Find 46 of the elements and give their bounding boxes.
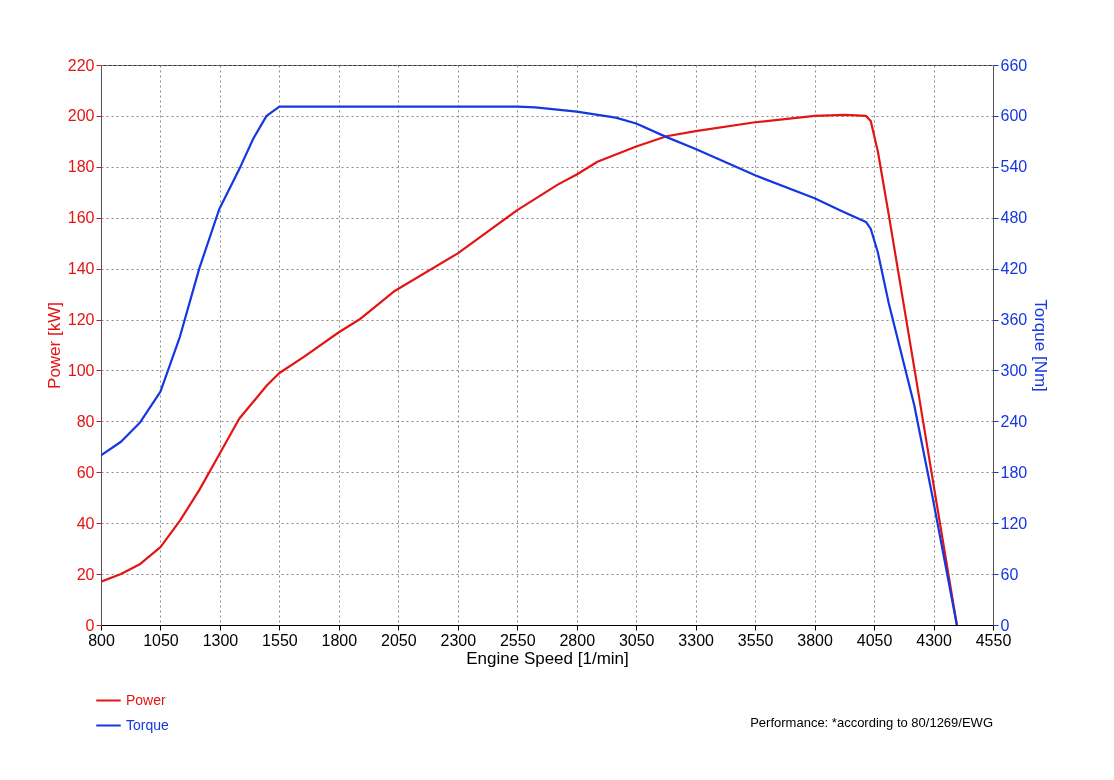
y-tick-label: 180 bbox=[67, 158, 95, 176]
legend-label: Torque bbox=[126, 716, 170, 733]
x-tick-label: 2300 bbox=[440, 631, 477, 649]
y2-tick-label: 660 bbox=[1000, 56, 1028, 74]
y2-tick-label: 120 bbox=[1000, 514, 1028, 532]
y2-tick-label: 300 bbox=[1000, 361, 1028, 379]
x-tick-label: 1050 bbox=[143, 631, 179, 649]
y-tick-label: 80 bbox=[76, 412, 95, 430]
x-tick-label: 3800 bbox=[797, 631, 833, 649]
x-axis-title: Engine Speed [1/min] bbox=[466, 648, 629, 668]
y-tick-label: 0 bbox=[85, 616, 95, 634]
y-tick-label: 40 bbox=[76, 514, 95, 532]
x-tick-label: 2550 bbox=[499, 631, 536, 649]
y-tick-label: 160 bbox=[67, 209, 95, 227]
x-tick-label: 2800 bbox=[559, 631, 596, 649]
y-tick-label: 60 bbox=[76, 463, 95, 481]
x-tick-label: 3300 bbox=[678, 631, 715, 649]
y2-tick-label: 540 bbox=[1000, 158, 1028, 176]
x-tick-label: 2050 bbox=[381, 631, 417, 649]
y2-tick-label: 420 bbox=[1000, 260, 1028, 278]
y-axis-title: Power [kW] bbox=[44, 302, 64, 389]
x-tick-label: 4550 bbox=[975, 631, 1012, 649]
x-tick-label: 1550 bbox=[262, 631, 298, 649]
y2-tick-label: 360 bbox=[1000, 311, 1028, 329]
y2-tick-label: 480 bbox=[1000, 209, 1028, 227]
x-tick-label: 3550 bbox=[737, 631, 774, 649]
y-tick-label: 140 bbox=[67, 260, 95, 278]
legend-label: Power bbox=[126, 691, 167, 708]
y2-tick-label: 600 bbox=[1000, 107, 1028, 125]
x-tick-label: 4050 bbox=[856, 631, 893, 649]
y2-tick-label: 240 bbox=[1000, 412, 1028, 430]
y2-tick-label: 60 bbox=[1000, 565, 1019, 583]
x-tick-label: 1300 bbox=[202, 631, 239, 649]
y-tick-label: 220 bbox=[67, 56, 95, 74]
x-tick-label: 1800 bbox=[321, 631, 358, 649]
x-tick-label: 3050 bbox=[618, 631, 655, 649]
x-tick-label: 4300 bbox=[916, 631, 952, 649]
text: Performance: *according to 80/1269/EWG bbox=[750, 715, 993, 730]
y-tick-label: 200 bbox=[67, 107, 95, 125]
y2-tick-label: 180 bbox=[1000, 463, 1028, 481]
y2-axis-title: Torque [Nm] bbox=[1031, 299, 1051, 392]
x-tick-label: 800 bbox=[88, 631, 115, 649]
y-tick-label: 100 bbox=[67, 361, 95, 379]
y2-tick-label: 0 bbox=[1000, 616, 1010, 634]
y-tick-label: 120 bbox=[67, 311, 95, 329]
y-tick-label: 20 bbox=[76, 565, 95, 583]
